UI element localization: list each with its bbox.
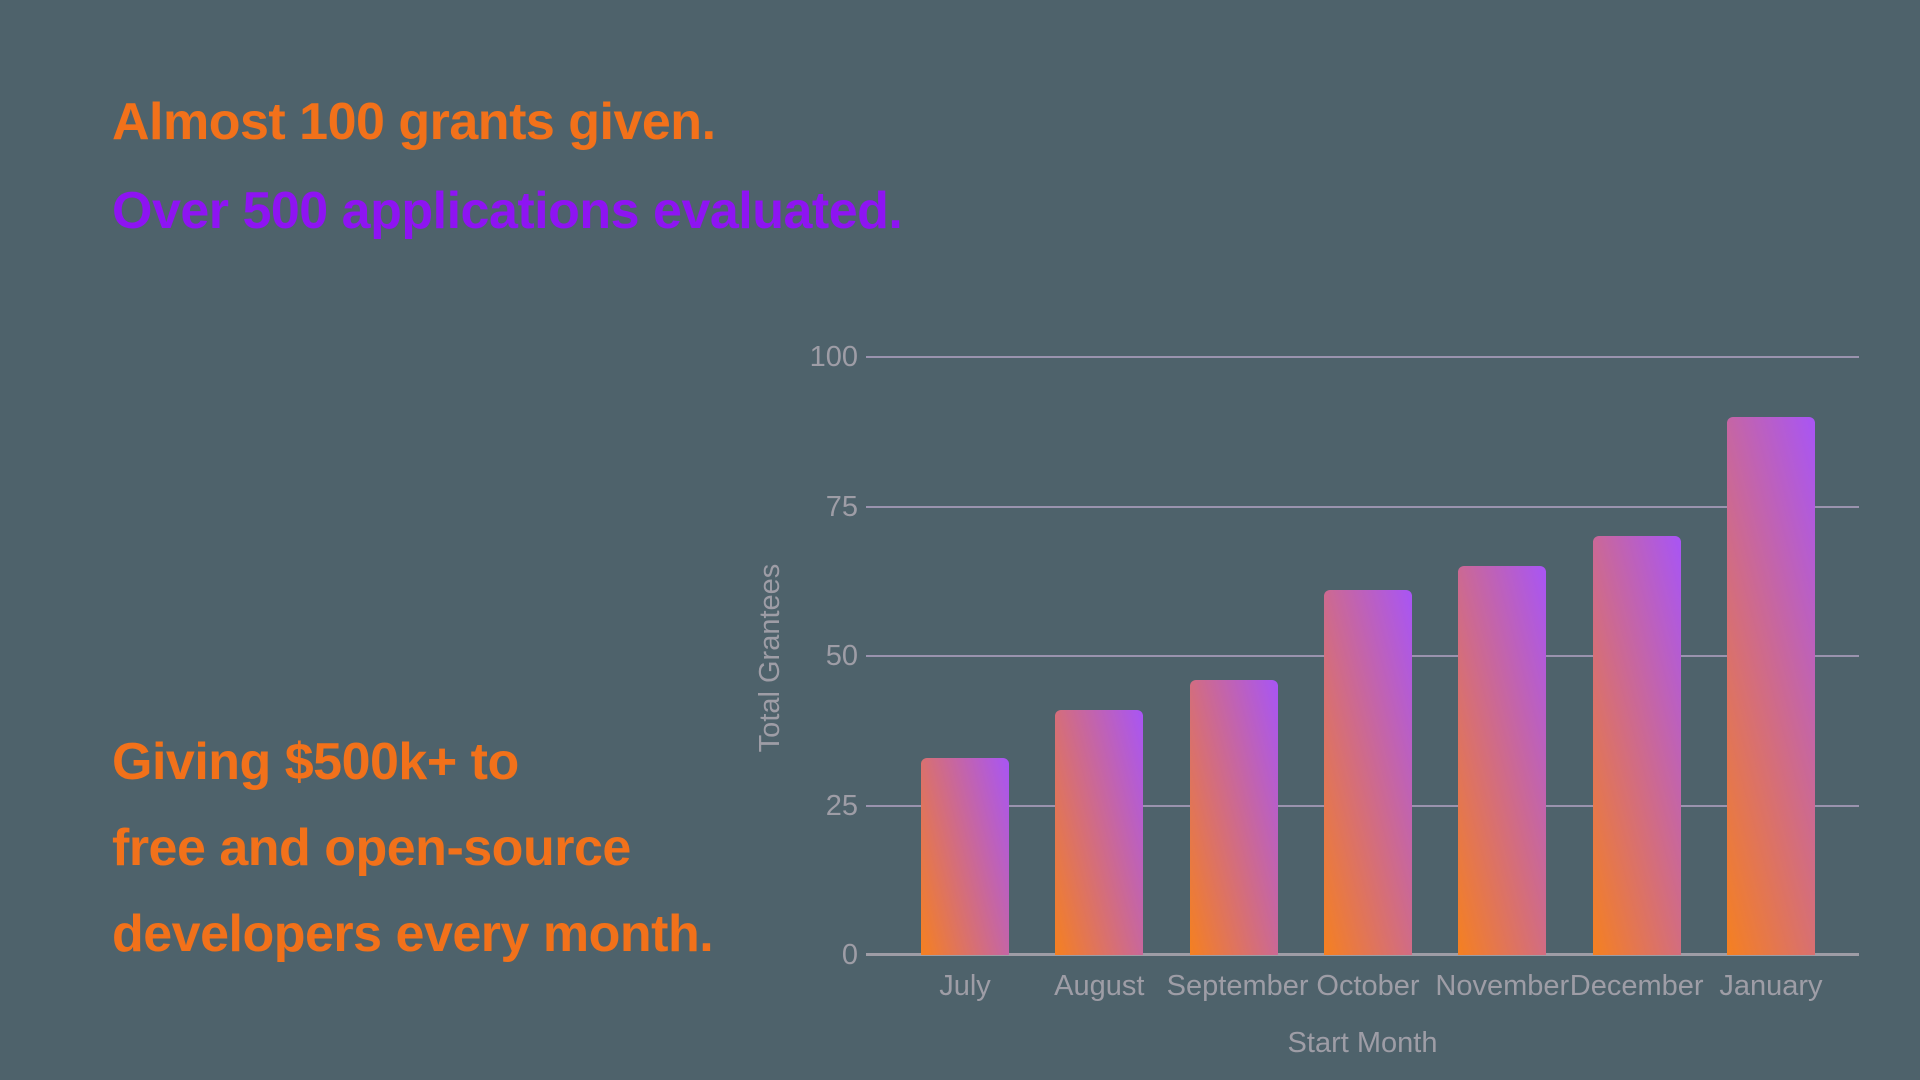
gridline-100 — [866, 356, 1859, 358]
y-axis-ticks: 0 25 50 75 100 — [740, 341, 858, 971]
gridline-75 — [866, 505, 1859, 508]
bar-august — [1055, 709, 1144, 955]
subheadline-line2: free and open-source — [112, 819, 631, 877]
bar-october — [1323, 590, 1412, 955]
bar-december — [1592, 536, 1681, 955]
x-tick-january: January — [1719, 970, 1823, 1002]
bar-november — [1458, 566, 1547, 955]
bar-january — [1726, 416, 1815, 955]
headline-line1: Almost 100 grants given. — [112, 93, 716, 151]
y-tick-25: 25 — [825, 789, 858, 822]
headline: Almost 100 grants given. Over 500 applic… — [112, 78, 903, 256]
bar-july — [921, 757, 1009, 955]
bar-september — [1189, 679, 1278, 955]
x-tick-october: October — [1316, 970, 1420, 1002]
subheadline: Giving $500k+ to free and open-source de… — [112, 719, 714, 977]
x-axis-labels: July August September October November Decemb… — [866, 969, 1859, 1009]
y-tick-50: 50 — [825, 640, 858, 672]
x-tick-august: August — [1054, 970, 1145, 1002]
x-tick-december: December — [1569, 970, 1704, 1002]
plot-area — [866, 356, 1859, 956]
x-tick-november: November — [1435, 970, 1570, 1002]
subheadline-line3: developers every month. — [112, 905, 714, 963]
x-tick-september: September — [1166, 970, 1309, 1002]
x-tick-july: July — [939, 970, 991, 1002]
y-tick-0: 0 — [841, 939, 858, 971]
subheadline-line1: Giving $500k+ to — [112, 733, 519, 791]
x-axis-title: Start Month — [1287, 1027, 1438, 1059]
y-tick-75: 75 — [825, 490, 858, 523]
headline-line2: Over 500 applications evaluated. — [112, 182, 903, 240]
y-tick-100: 100 — [809, 341, 858, 373]
